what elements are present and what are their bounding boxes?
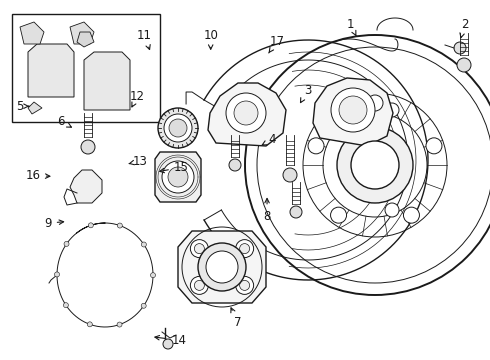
Text: 7: 7 [231,308,242,329]
Polygon shape [208,83,286,146]
Text: 17: 17 [269,35,284,53]
Circle shape [454,42,466,54]
Text: 14: 14 [155,334,186,347]
Circle shape [64,242,69,246]
Circle shape [339,96,367,124]
Circle shape [141,303,146,308]
Polygon shape [70,170,102,203]
Circle shape [236,276,254,294]
Circle shape [403,207,419,223]
Text: 10: 10 [203,29,218,49]
Polygon shape [28,102,42,114]
Circle shape [198,243,246,291]
Circle shape [337,127,413,203]
Circle shape [240,280,249,291]
Polygon shape [84,52,130,110]
Circle shape [63,303,69,308]
Text: 9: 9 [44,217,64,230]
Text: 13: 13 [129,155,147,168]
Circle shape [308,138,324,154]
Circle shape [169,119,187,137]
Text: 15: 15 [160,161,189,174]
Circle shape [226,93,266,133]
Text: 16: 16 [26,169,50,182]
Circle shape [191,276,208,294]
Polygon shape [178,231,266,303]
Polygon shape [155,152,201,202]
Text: 4: 4 [262,133,276,146]
Polygon shape [70,22,94,44]
Circle shape [191,240,208,258]
Text: 6: 6 [57,115,72,128]
Circle shape [162,161,194,193]
Circle shape [163,339,173,349]
Polygon shape [20,22,44,44]
Circle shape [385,103,399,117]
Circle shape [158,108,198,148]
Circle shape [290,206,302,218]
Text: 8: 8 [263,198,271,222]
Circle shape [283,168,297,182]
Circle shape [351,141,399,189]
Circle shape [168,167,188,187]
Circle shape [331,207,346,223]
Circle shape [240,244,249,253]
Text: 2: 2 [460,18,468,38]
Bar [12,14,160,122]
Text: 11: 11 [137,29,152,49]
Circle shape [117,223,122,228]
Circle shape [206,251,238,283]
Circle shape [234,101,258,125]
Circle shape [229,159,241,171]
Polygon shape [77,32,94,47]
Circle shape [164,114,192,142]
Circle shape [331,88,375,132]
Circle shape [195,244,204,253]
Circle shape [426,138,442,154]
Circle shape [81,140,95,154]
Circle shape [142,242,147,247]
Circle shape [150,273,155,278]
Circle shape [385,203,399,217]
Text: 12: 12 [130,90,145,107]
Polygon shape [28,44,74,97]
Circle shape [367,95,383,111]
Circle shape [117,322,122,327]
Circle shape [54,272,59,277]
Polygon shape [313,78,393,146]
Text: 3: 3 [300,84,312,103]
Circle shape [88,223,93,228]
Text: 1: 1 [346,18,356,36]
Circle shape [87,322,92,327]
Circle shape [236,240,254,258]
Circle shape [195,280,204,291]
Text: 5: 5 [16,100,29,113]
Circle shape [457,58,471,72]
